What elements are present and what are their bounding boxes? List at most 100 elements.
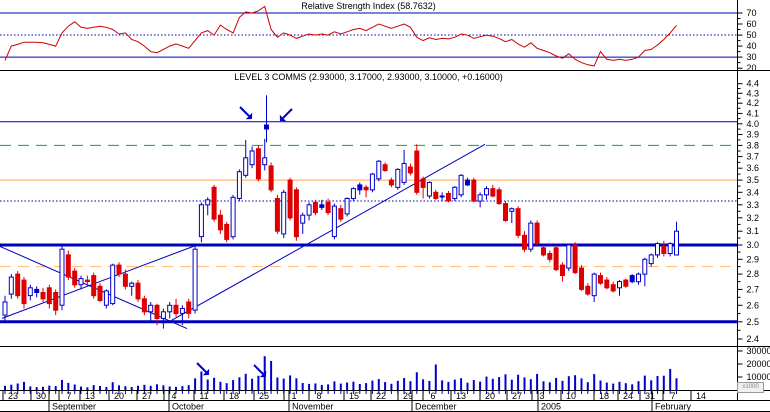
candle-body: [53, 292, 59, 311]
month-label: 2005: [541, 402, 561, 412]
date-tick-label: 27: [512, 391, 522, 401]
price-axis-label: 4.0: [747, 119, 760, 129]
candle-body: [376, 160, 382, 180]
candle: [439, 192, 445, 201]
volume-bar: [225, 383, 228, 390]
volume-bar: [308, 383, 311, 390]
date-tick-label: 4: [171, 391, 176, 401]
volume-bar: [567, 376, 570, 390]
volume-bar: [542, 381, 545, 390]
volume-bar: [301, 383, 304, 390]
volume-bar: [637, 381, 640, 390]
candle-body: [84, 279, 90, 283]
candle: [141, 295, 147, 316]
price-axis-label: 2.6: [747, 300, 760, 310]
candle-body: [553, 247, 559, 271]
volume-arrow-annotation-2[interactable]: [253, 364, 267, 378]
date-tick-label: 14: [696, 391, 706, 401]
candle: [674, 221, 679, 256]
date-tick-label: 7: [66, 391, 71, 401]
candle-body: [496, 189, 502, 205]
candle: [160, 308, 166, 329]
candle: [274, 194, 280, 234]
candle: [211, 184, 217, 222]
volume-bar: [333, 381, 336, 390]
rsi-panel: [0, 5, 738, 67]
volume-bar: [529, 379, 532, 390]
volume-bar: [42, 386, 44, 391]
volume-bar: [257, 375, 260, 390]
volume-bar: [194, 378, 197, 390]
month-label: November: [292, 402, 334, 412]
candle: [312, 199, 318, 216]
candle-body: [21, 279, 27, 305]
date-tick-label: 23: [8, 391, 18, 401]
candle-body: [179, 308, 185, 314]
price-axis-label: 2.4: [747, 334, 760, 344]
candle: [515, 206, 521, 238]
annotation-handle[interactable]: [264, 124, 269, 130]
candle: [255, 145, 261, 182]
volume-bar: [124, 386, 127, 390]
price-axis-label: 3.6: [747, 163, 760, 173]
date-tick-label: 3: [539, 391, 544, 401]
candle: [224, 221, 230, 243]
candle-body: [186, 301, 192, 314]
candle-body: [116, 264, 122, 275]
rsi-axis-label: 40: [747, 41, 757, 51]
price-axis-label: 4.4: [747, 79, 760, 89]
candle-body: [192, 248, 198, 311]
price-arrow-annotation-1[interactable]: [239, 106, 253, 120]
price-axis-label: 4.2: [747, 98, 760, 108]
date-tick-label: 6: [430, 391, 435, 401]
volume-bar: [561, 380, 564, 390]
volume-bar: [238, 377, 241, 390]
candle: [528, 220, 534, 253]
volume-bar: [92, 385, 95, 390]
candle: [293, 187, 299, 241]
candle: [192, 245, 198, 314]
candle-body: [65, 254, 71, 278]
candle-body: [426, 182, 432, 197]
candle-body: [141, 298, 147, 313]
candle: [566, 243, 572, 272]
volume-bar: [232, 380, 235, 390]
candle: [65, 250, 71, 281]
candle-body: [103, 290, 109, 306]
candle: [490, 184, 496, 198]
volume-axis-label: 10000: [747, 372, 770, 382]
volume-bar: [441, 380, 444, 390]
volume-bar: [498, 377, 501, 390]
date-tick-label: 10: [566, 391, 576, 401]
volume-bar: [510, 379, 513, 390]
date-tick-label: 18: [599, 391, 609, 401]
candle: [617, 280, 622, 296]
candle-body: [198, 204, 204, 238]
candle: [388, 177, 394, 188]
candle: [509, 207, 515, 224]
rsi-axis-label: 70: [747, 8, 757, 18]
month-label: December: [415, 402, 457, 412]
volume-bar: [643, 375, 646, 390]
price-arrow-annotation-2[interactable]: [279, 108, 293, 122]
volume-arrow-annotation-1[interactable]: [196, 362, 210, 376]
candle: [376, 160, 382, 182]
candle-body: [458, 174, 464, 196]
candle: [34, 286, 40, 298]
trendline-ascending-triangle-line[interactable]: [1, 244, 198, 319]
candle-body: [40, 292, 46, 300]
candle: [21, 277, 27, 309]
volume-bar: [491, 378, 494, 390]
candle-body: [300, 214, 306, 224]
candle: [579, 265, 584, 291]
volume-bar: [143, 384, 146, 390]
trendline-major-uptrend-line[interactable]: [168, 143, 486, 323]
candle: [249, 146, 255, 169]
candle: [262, 138, 268, 171]
candle: [465, 177, 470, 187]
candle: [217, 210, 223, 234]
candle-body: [655, 243, 660, 256]
volume-bar: [580, 378, 583, 390]
volume-bar: [346, 382, 349, 390]
